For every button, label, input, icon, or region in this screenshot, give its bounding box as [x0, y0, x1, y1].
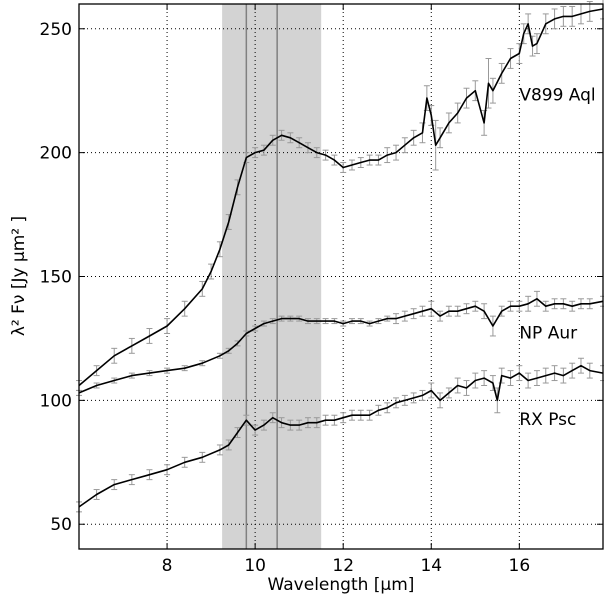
series-line-1: [78, 297, 604, 394]
x-tick-label: 12: [332, 556, 354, 576]
series-label-0: V899 Aql: [519, 86, 595, 106]
y-tick-label: 200: [40, 144, 72, 164]
x-tick-label: 10: [244, 556, 266, 576]
series-line-0: [78, 8, 604, 387]
error-bars-series-2: [76, 357, 604, 513]
y-axis-title: λ² Fν [Jy μm² ]: [9, 216, 29, 336]
grid-layer: [79, 4, 603, 549]
ticks-layer: 8 10 12 14 16 50 100 150 200 250: [40, 4, 603, 576]
x-axis-title: Wavelength [μm]: [268, 575, 415, 595]
series-label-1: NP Aur: [519, 323, 577, 343]
series-labels-layer: V899 Aql NP Aur RX Psc: [519, 86, 595, 431]
series-lines-layer: [78, 8, 604, 508]
y-tick-label: 250: [40, 20, 72, 40]
y-tick-label: 50: [50, 515, 72, 535]
x-tick-label: 16: [509, 556, 531, 576]
series-label-2: RX Psc: [519, 410, 576, 430]
vertical-lines-layer: [245, 4, 278, 549]
y-tick-label: 100: [40, 391, 72, 411]
y-tick-label: 150: [40, 268, 72, 288]
x-tick-label: 14: [420, 556, 442, 576]
series-line-2: [78, 364, 604, 508]
x-tick-label: 8: [162, 556, 173, 576]
error-bars-layer: [76, 0, 604, 513]
